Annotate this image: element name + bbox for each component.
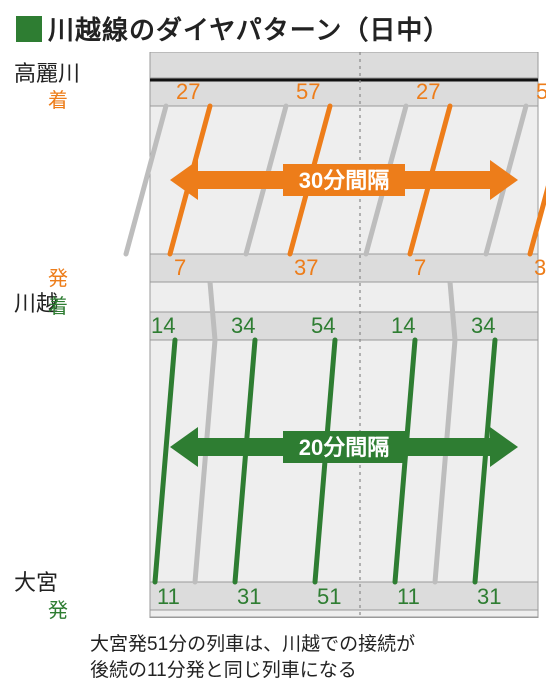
svg-text:51: 51 [317, 584, 341, 609]
page-title: 川越線のダイヤパターン（日中） [48, 10, 450, 47]
svg-text:7: 7 [414, 255, 426, 280]
svg-text:11: 11 [397, 584, 420, 609]
label-arr-lower: 着 [48, 290, 68, 319]
svg-text:14: 14 [151, 313, 175, 338]
svg-text:27: 27 [416, 79, 440, 104]
title-square-icon [16, 16, 42, 42]
svg-text:31: 31 [477, 584, 501, 609]
svg-text:37: 37 [534, 255, 546, 280]
svg-text:27: 27 [176, 79, 200, 104]
svg-text:14: 14 [391, 313, 415, 338]
svg-text:31: 31 [237, 584, 261, 609]
svg-text:57: 57 [296, 79, 320, 104]
label-arr-upper: 着 [48, 84, 68, 113]
footnote-line1: 大宮発51分の列車は、川越での接続が [90, 634, 415, 655]
svg-text:30分間隔: 30分間隔 [299, 168, 389, 193]
svg-text:7: 7 [174, 255, 186, 280]
svg-text:37: 37 [294, 255, 318, 280]
label-dep-lower: 発 [48, 594, 68, 623]
svg-text:54: 54 [311, 313, 335, 338]
svg-text:11: 11 [157, 584, 180, 609]
station-omiya: 大宮 [14, 565, 58, 597]
svg-text:34: 34 [471, 313, 495, 338]
footnote: 大宮発51分の列車は、川越での接続が 後続の11分発と同じ列車になる [90, 632, 415, 683]
footnote-line2: 後続の11分発と同じ列車になる [90, 660, 357, 681]
diagram: 2757275773773714345414345411315111315130… [70, 52, 546, 618]
svg-text:57: 57 [536, 79, 546, 104]
svg-text:34: 34 [231, 313, 255, 338]
svg-text:20分間隔: 20分間隔 [299, 435, 389, 460]
